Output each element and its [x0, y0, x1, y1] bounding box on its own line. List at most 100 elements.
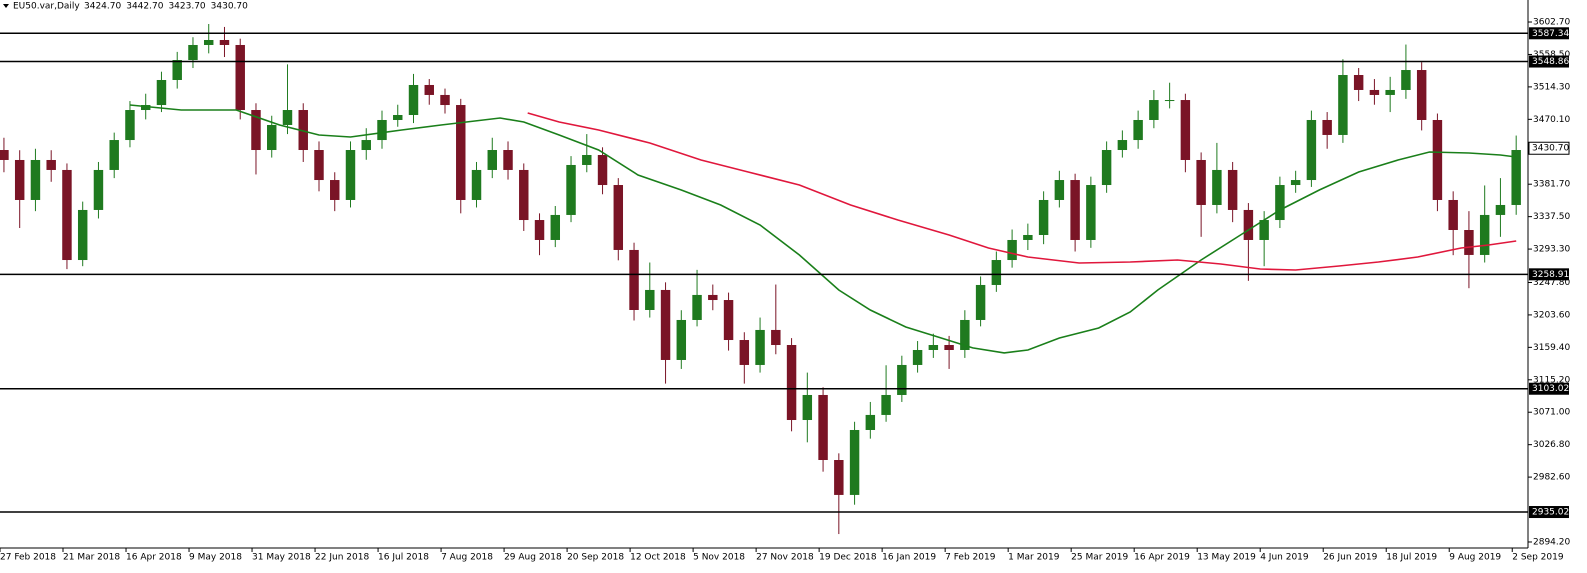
candle-body	[109, 140, 119, 170]
x-tick-label: 19 Dec 2018	[819, 553, 877, 563]
candle-body	[251, 110, 261, 151]
candle-body	[865, 414, 876, 430]
candle-body	[645, 289, 655, 310]
candle-body	[834, 460, 844, 495]
candle-body	[188, 44, 198, 61]
candle-body	[1133, 119, 1143, 141]
candle-body	[267, 124, 277, 151]
x-tick-label: 5 Nov 2018	[693, 553, 745, 563]
y-tick-label: 3470.10	[1533, 115, 1570, 125]
x-tick-label: 27 Nov 2018	[756, 553, 814, 563]
candle-body	[314, 150, 324, 181]
x-tick-label: 9 Aug 2019	[1449, 553, 1501, 563]
candle-body	[991, 260, 1002, 285]
x-tick-label: 1 Mar 2019	[1008, 553, 1060, 563]
candle-body	[629, 249, 639, 310]
candle-body	[1054, 180, 1065, 200]
x-tick-label: 18 Jul 2019	[1386, 553, 1437, 563]
candle-body	[30, 159, 41, 200]
candle-body	[393, 115, 403, 120]
x-tick-label: 16 Jul 2018	[378, 553, 429, 563]
candle-body	[786, 345, 797, 421]
candle-body	[739, 340, 750, 365]
level-label: 3258.91	[1532, 270, 1569, 280]
header-value: 3430.70	[211, 2, 248, 12]
header-value: 3423.70	[168, 2, 205, 12]
menu-arrow[interactable]	[3, 4, 9, 8]
level-label: 2935.02	[1532, 508, 1569, 518]
candle-body	[1448, 199, 1458, 231]
candle-body	[1180, 100, 1191, 160]
ohlc-header: 3424.70 3442.70 3423.70 3430.70	[84, 2, 248, 12]
candle-body	[1007, 239, 1017, 261]
candle-body	[1259, 220, 1269, 240]
candle-body	[960, 319, 970, 350]
last-price-label: 3430.70	[1532, 144, 1569, 154]
candle-body	[660, 289, 671, 360]
candle-body	[928, 345, 939, 350]
candle-body	[345, 150, 356, 200]
candle-body	[897, 364, 907, 395]
level-label: 3103.02	[1532, 384, 1569, 394]
candle-body	[14, 159, 25, 200]
candle-body	[1306, 119, 1317, 181]
x-tick-label: 29 Aug 2018	[504, 553, 562, 563]
candle-body	[802, 394, 813, 421]
candle-body	[172, 60, 182, 80]
candle-body	[597, 154, 608, 186]
level-label-bg	[1529, 268, 1569, 281]
header-value: 3424.70	[84, 2, 121, 12]
candle-body	[62, 169, 72, 261]
x-tick-label: 2 Sep 2019	[1512, 553, 1564, 563]
candle-body	[125, 110, 135, 141]
candle-body	[1416, 70, 1427, 120]
candle-body	[471, 169, 482, 200]
candle-body	[1511, 150, 1521, 205]
candle-body	[456, 105, 466, 200]
candle-body	[1070, 180, 1080, 240]
x-tick-label: 25 Mar 2019	[1071, 553, 1128, 563]
candle-body	[1212, 169, 1222, 205]
level-label-bg	[1529, 27, 1569, 40]
candle-body	[1164, 100, 1175, 102]
x-tick-label: 7 Aug 2018	[441, 553, 493, 563]
candle-body	[519, 169, 529, 221]
candle-body	[613, 185, 624, 250]
level-label-bg	[1529, 382, 1569, 395]
candle-body	[912, 349, 923, 365]
candle-body	[1385, 89, 1395, 95]
x-tick-label: 12 Oct 2018	[630, 553, 686, 563]
candle-body	[1464, 230, 1474, 255]
candle-body	[77, 209, 88, 261]
x-tick-label: 16 Apr 2018	[126, 553, 182, 563]
y-tick-label: 3558.50	[1533, 50, 1570, 60]
candle-body	[818, 394, 828, 461]
candle-body	[1353, 75, 1364, 90]
candle-body	[1023, 234, 1033, 240]
candle-body	[93, 169, 104, 210]
candle-body	[1290, 180, 1301, 186]
y-tick-label: 3115.20	[1533, 375, 1570, 385]
candle-body	[1495, 204, 1506, 215]
candle-body	[550, 214, 561, 240]
x-tick-label: 13 May 2019	[1197, 553, 1256, 563]
candle-body	[282, 110, 293, 125]
candle-body	[46, 159, 56, 170]
y-tick-label: 3293.30	[1533, 245, 1570, 255]
moving-average	[527, 112, 1517, 271]
y-tick-label: 2894.20	[1533, 537, 1570, 547]
y-tick-label: 3602.70	[1533, 18, 1570, 28]
header-value: 3442.70	[126, 2, 163, 12]
candle-body	[1101, 150, 1112, 186]
x-tick-label: 31 May 2018	[252, 553, 311, 563]
candle-body	[975, 284, 986, 320]
candle-body	[849, 429, 860, 495]
candle-body	[330, 180, 340, 200]
y-tick-label: 3159.40	[1533, 343, 1570, 353]
candle-body	[361, 140, 371, 151]
candle-body	[944, 345, 954, 350]
candle-body	[424, 84, 434, 95]
candle-body	[1432, 119, 1443, 200]
